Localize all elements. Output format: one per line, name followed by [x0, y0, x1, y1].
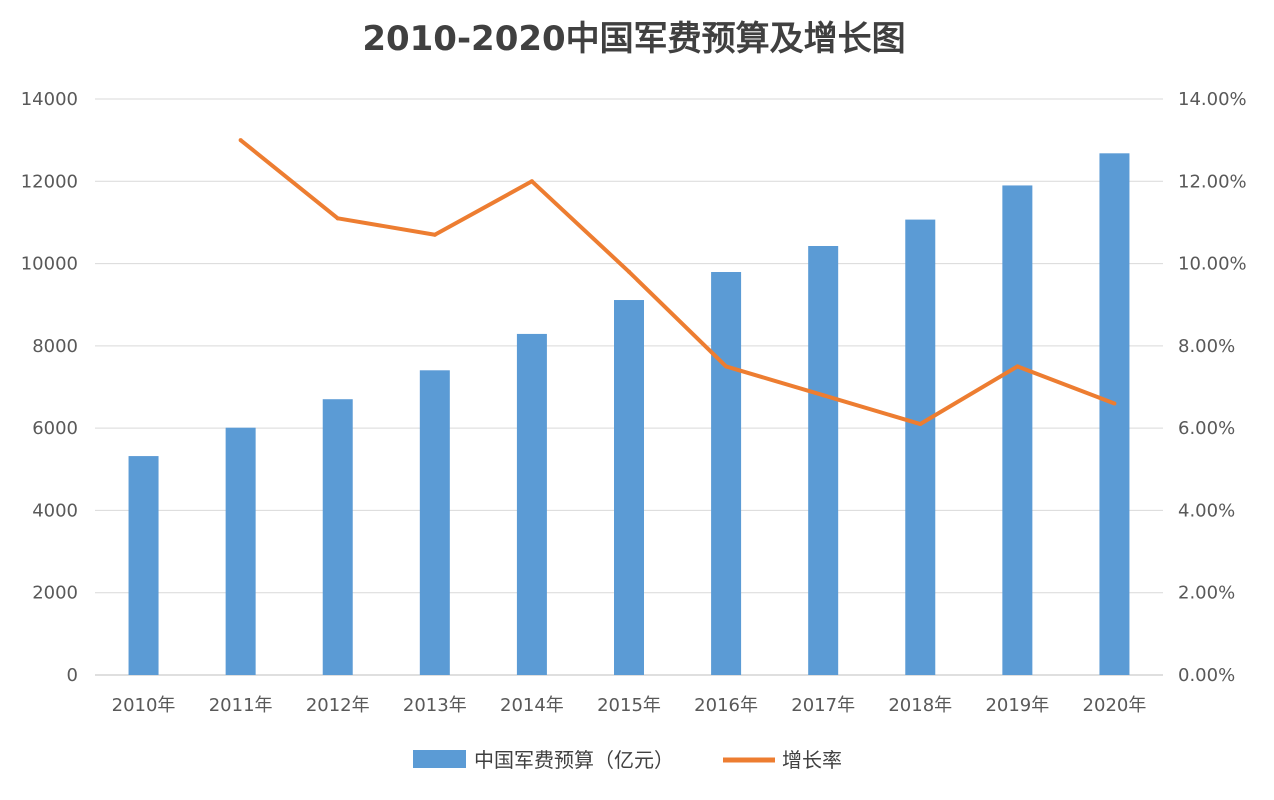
left-axis-tick-label: 4000: [32, 500, 78, 521]
right-axis-tick-label: 14.00%: [1178, 89, 1247, 110]
x-axis-tick-label: 2019年: [985, 695, 1049, 716]
x-axis-tick-label: 2016年: [694, 695, 758, 716]
x-axis-tick-label: 2020年: [1083, 695, 1147, 716]
x-axis-tick-label: 2015年: [597, 695, 661, 716]
bar: [711, 272, 742, 675]
right-axis-tick-label: 8.00%: [1178, 336, 1235, 357]
right-axis-tick-label: 12.00%: [1178, 171, 1247, 192]
x-axis-tick-label: 2013年: [403, 695, 467, 716]
growth-rate-point: [627, 269, 631, 274]
legend-bar-swatch: [413, 750, 466, 768]
right-axis-tick-label: 2.00%: [1178, 583, 1235, 604]
left-axis-tick-label: 8000: [32, 336, 78, 357]
bar: [1002, 185, 1033, 675]
right-axis-tick-label: 10.00%: [1178, 254, 1247, 275]
growth-rate-point: [529, 179, 534, 184]
bar: [516, 333, 547, 675]
x-axis-tick-label: 2017年: [791, 695, 855, 716]
x-axis-tick-label: 2011年: [209, 695, 273, 716]
left-axis-tick-label: 6000: [32, 418, 78, 439]
growth-rate-line: [239, 138, 1116, 427]
bar: [419, 370, 450, 675]
right-axis-tick-label: 6.00%: [1178, 418, 1235, 439]
left-axis-tick-label: 14000: [21, 89, 78, 110]
bar: [1099, 153, 1130, 675]
bar: [808, 246, 839, 676]
left-axis-tick-label: 12000: [21, 171, 78, 192]
legend: 中国军费预算（亿元） 增长率: [413, 748, 842, 772]
x-axis-tick-label: 2014年: [500, 695, 564, 716]
left-axis-tick-label: 10000: [21, 254, 78, 275]
growth-rate-point: [432, 232, 437, 237]
x-axis-tick-label: 2018年: [888, 695, 952, 716]
bar: [614, 300, 644, 675]
growth-rate-point: [1015, 364, 1020, 369]
growth-rate-point: [238, 138, 243, 143]
growth-rate-point: [335, 216, 340, 221]
growth-rate-point: [918, 422, 923, 427]
x-axis-tick-label: 2010年: [112, 695, 176, 716]
legend-line-label: 增长率: [782, 748, 842, 772]
bar: [128, 456, 159, 675]
bar: [225, 427, 256, 675]
growth-rate-point: [724, 364, 729, 369]
chart-title: 2010-2020中国军费预算及增长图: [362, 19, 905, 59]
left-axis-tick-label: 2000: [32, 583, 78, 604]
left-axis-tick-label: 0: [67, 665, 78, 686]
bar: [322, 399, 353, 675]
bar: [905, 219, 936, 675]
growth-rate-point: [821, 393, 826, 398]
right-axis-tick-label: 0.00%: [1178, 665, 1235, 686]
growth-rate-point: [1112, 401, 1117, 406]
x-axis-tick-label: 2012年: [306, 695, 370, 716]
legend-bar-label: 中国军费预算（亿元）: [474, 748, 674, 772]
right-axis-tick-label: 4.00%: [1178, 500, 1235, 521]
